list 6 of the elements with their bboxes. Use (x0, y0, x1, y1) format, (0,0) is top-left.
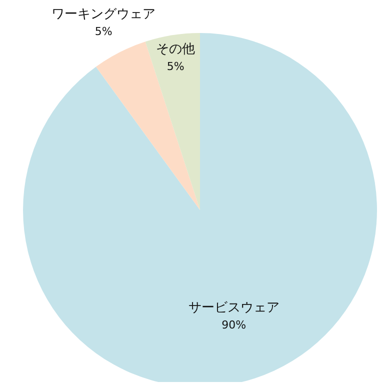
slice-label: その他 (156, 42, 196, 58)
data-label: 5% (94, 24, 112, 38)
slice-label: ワーキングウェア (52, 6, 156, 22)
data-label: 5% (166, 60, 184, 74)
data-label: 90% (222, 318, 246, 332)
slice-label: サービスウェア (188, 300, 280, 316)
